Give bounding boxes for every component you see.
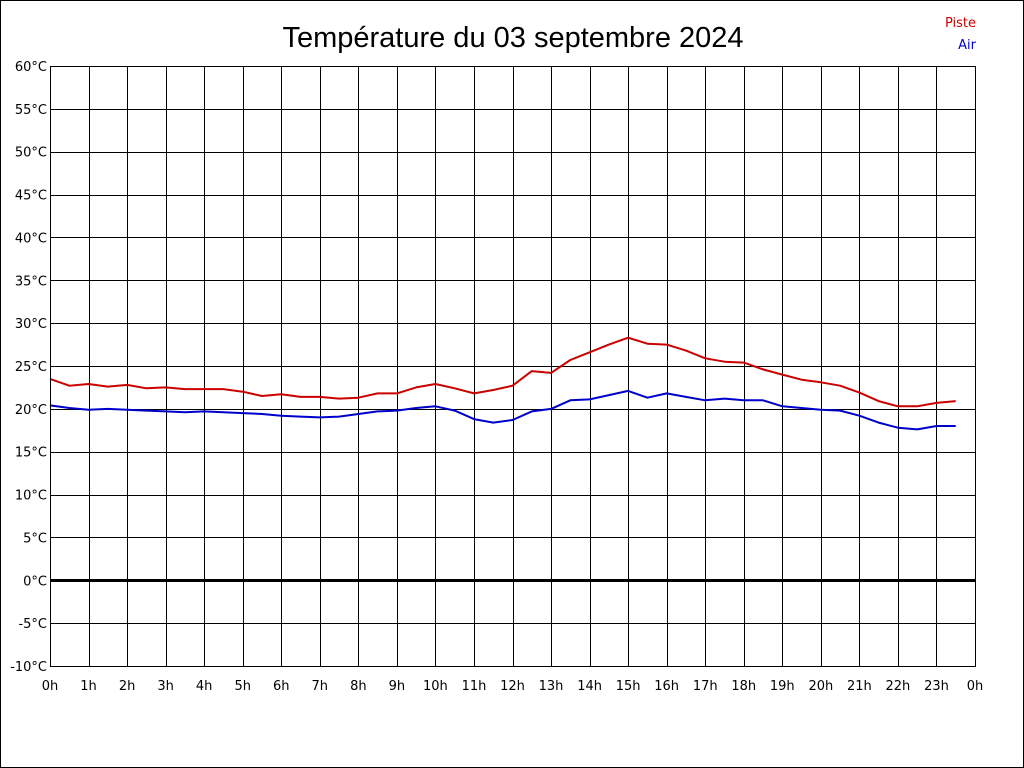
x-tick-label: 18h	[731, 679, 756, 694]
x-tick-label: 1h	[80, 679, 97, 694]
x-tick-label: 7h	[312, 679, 329, 694]
y-tick-label: 40°C	[15, 231, 47, 246]
y-tick-label: 55°C	[15, 103, 47, 118]
legend-entry-piste: Piste	[945, 16, 976, 31]
chart-title: Température du 03 septembre 2024	[282, 22, 743, 54]
y-tick-label: 45°C	[15, 189, 47, 204]
x-tick-label: 10h	[423, 679, 448, 694]
x-tick-label: 2h	[119, 679, 136, 694]
x-tick-label: 15h	[616, 679, 641, 694]
y-tick-label: -5°C	[18, 617, 47, 632]
legend: Piste Air	[945, 16, 977, 53]
x-tick-label: 23h	[924, 679, 949, 694]
x-tick-label: 11h	[462, 679, 487, 694]
x-tick-label: 19h	[770, 679, 795, 694]
x-tick-label: 17h	[693, 679, 718, 694]
series-line-piste	[49, 336, 956, 408]
grid	[50, 66, 976, 667]
x-tick-label: 4h	[196, 679, 213, 694]
x-tick-label: 6h	[273, 679, 290, 694]
x-tick-label: 0h	[967, 679, 984, 694]
x-tick-label: 13h	[539, 679, 564, 694]
x-tick-label: 8h	[350, 679, 367, 694]
x-tick-label: 3h	[157, 679, 174, 694]
x-tick-label: 5h	[234, 679, 251, 694]
y-tick-labels: 60°C 55°C 50°C 45°C 40°C 35°C 30°C 25°C 20°C 15°C…	[10, 60, 47, 675]
x-tick-labels: 0h 1h 2h 3h 4h 5h 6h 7h 8h 9h 10h 11h 12h 13h 14h 15h 16…	[42, 679, 984, 694]
y-tick-label: 60°C	[15, 60, 47, 75]
y-tick-label: 35°C	[15, 274, 47, 289]
x-tick-label: 14h	[577, 679, 602, 694]
x-tick-label: 12h	[500, 679, 525, 694]
x-tick-label: 9h	[389, 679, 406, 694]
y-tick-label: 30°C	[15, 317, 47, 332]
legend-entry-air: Air	[958, 38, 977, 53]
y-tick-label: 0°C	[23, 574, 47, 589]
series-line-air	[49, 389, 956, 431]
x-tick-label: 20h	[808, 679, 833, 694]
y-tick-label: -10°C	[10, 660, 47, 675]
x-tick-label: 22h	[886, 679, 911, 694]
x-tick-label: 0h	[42, 679, 59, 694]
y-tick-label: 15°C	[15, 446, 47, 461]
y-tick-label: 5°C	[23, 531, 47, 546]
series-lines	[49, 336, 956, 431]
y-tick-label: 50°C	[15, 146, 47, 161]
y-tick-label: 20°C	[15, 403, 47, 418]
x-tick-label: 21h	[847, 679, 872, 694]
plot-border	[50, 66, 976, 667]
y-tick-label: 10°C	[15, 489, 47, 504]
y-tick-label: 25°C	[15, 360, 47, 375]
x-tick-label: 16h	[654, 679, 679, 694]
